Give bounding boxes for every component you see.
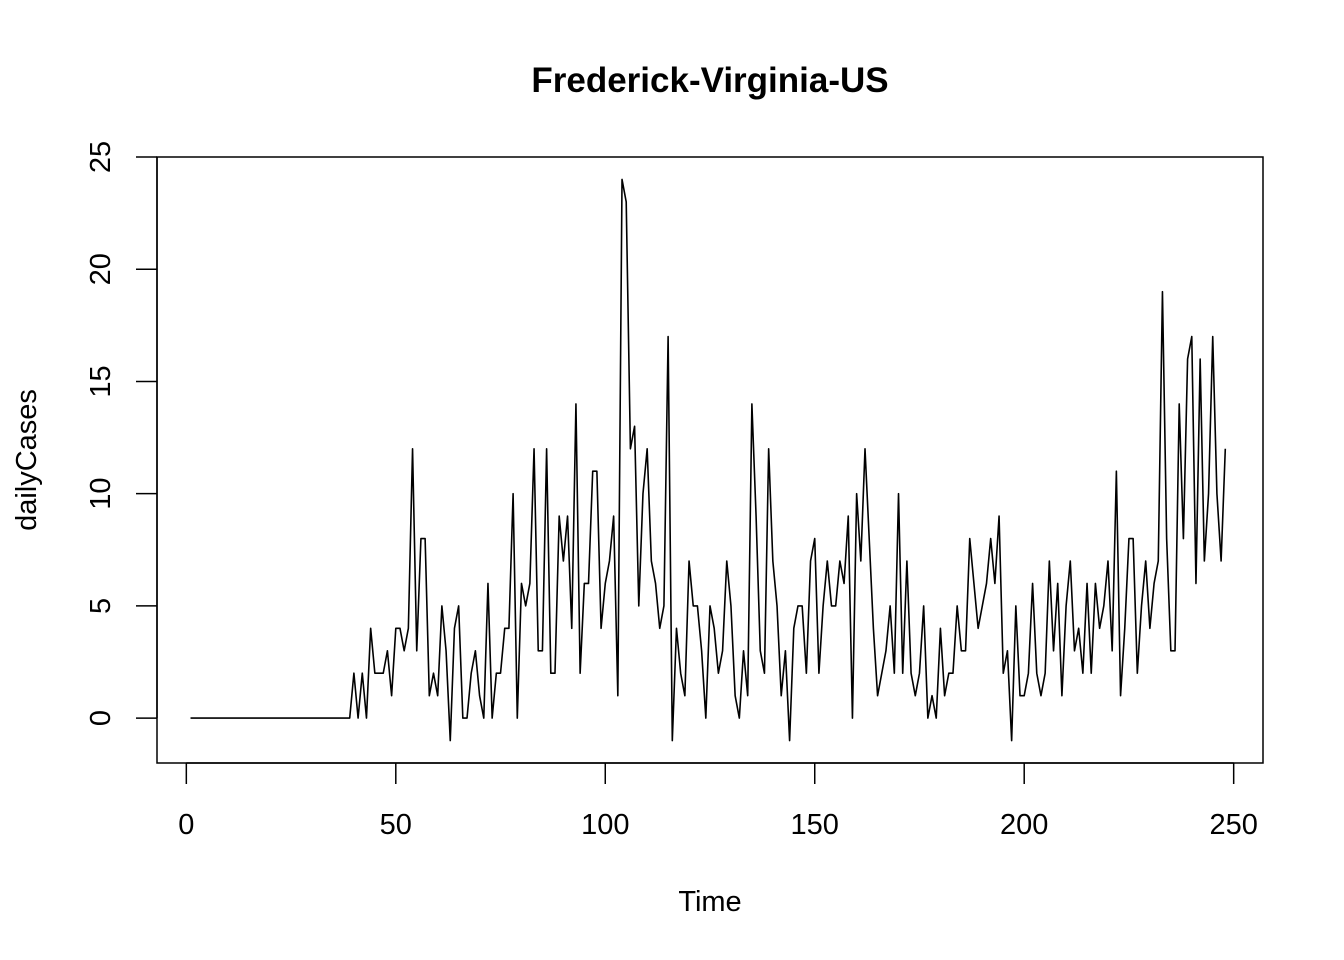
x-tick-label: 50 xyxy=(380,809,412,841)
x-axis-label: Time xyxy=(678,886,741,918)
y-axis-label: dailyCases xyxy=(11,389,43,531)
x-tick-label: 100 xyxy=(581,809,629,841)
y-axis: 0 5 10 15 20 25 xyxy=(85,141,158,726)
x-tick-label: 150 xyxy=(791,809,839,841)
y-tick-label: 20 xyxy=(85,253,117,285)
plot-frame xyxy=(156,156,1264,764)
y-tick-label: 15 xyxy=(85,365,117,397)
y-tick-label: 5 xyxy=(85,598,117,614)
y-tick-label: 10 xyxy=(85,478,117,510)
x-tick-label: 200 xyxy=(1000,809,1048,841)
series-line xyxy=(190,178,1227,742)
chart-title: Frederick-Virginia-US xyxy=(531,61,888,100)
x-axis: 0 50 100 150 200 250 xyxy=(178,762,1258,841)
x-tick-label: 0 xyxy=(178,809,194,841)
y-tick-label: 25 xyxy=(85,141,117,173)
x-tick-label: 250 xyxy=(1209,809,1257,841)
y-tick-label: 0 xyxy=(85,710,117,726)
